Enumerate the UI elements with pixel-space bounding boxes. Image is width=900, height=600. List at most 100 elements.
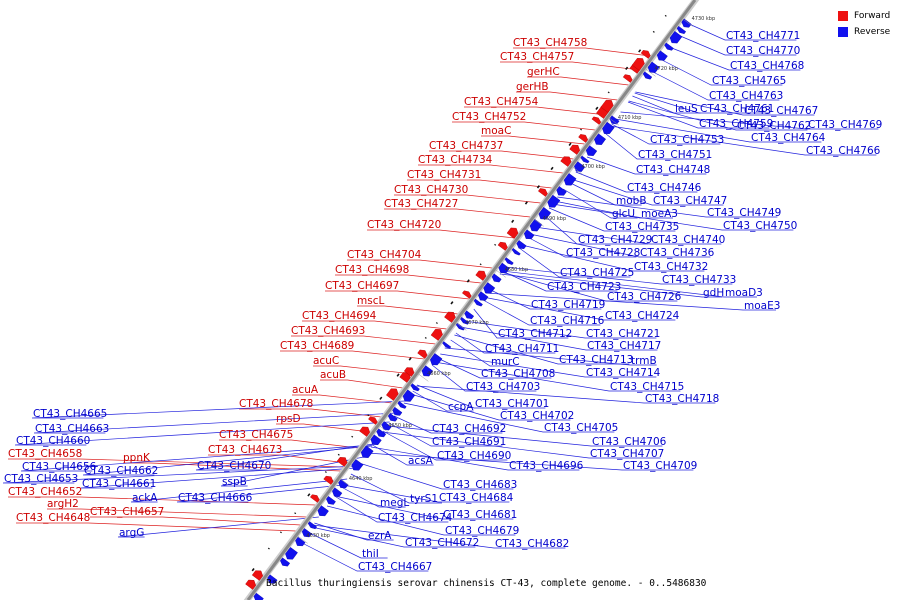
reverse-gene-label-69: CT43_CH4674 — [378, 512, 453, 524]
feature-mark-7 — [351, 435, 354, 438]
feature-mark-25 — [607, 91, 610, 94]
reverse-gene-44 — [585, 145, 598, 156]
forward-gene-1 — [245, 579, 257, 590]
forward-gene-leader-20 — [280, 350, 425, 360]
forward-gene-label-1: CT43_CH4758 — [513, 37, 587, 49]
scale-tick-4 — [454, 321, 467, 331]
forward-gene-leader-29 — [8, 458, 345, 468]
reverse-gene-17 — [387, 413, 398, 422]
reverse-gene-leader-1 — [686, 22, 797, 41]
reverse-gene-leader-16 — [586, 156, 707, 175]
scale-tick-label-1: 4640 kbp — [349, 476, 373, 482]
forward-gene-leader-3 — [527, 76, 629, 86]
forward-gene-label-28: ppnK — [123, 452, 151, 464]
reverse-gene-leader-57 — [386, 425, 663, 447]
reverse-gene-leader-34 — [502, 270, 757, 298]
scale-tick-6 — [532, 217, 544, 227]
reverse-gene-19 — [397, 401, 407, 409]
scale-tick-label-7: 4700 kbp — [581, 164, 605, 170]
reverse-gene-label-41: CT43_CH4721 — [586, 328, 660, 340]
feature-mark-23 — [580, 128, 583, 131]
reverse-gene-label-42: CT43_CH4711 — [485, 343, 559, 355]
reverse-gene-40 — [556, 186, 567, 196]
forward-gene-label-14: CT43_CH4704 — [347, 249, 422, 261]
reverse-gene-8 — [317, 505, 329, 517]
reverse-gene-25 — [455, 322, 465, 331]
forward-gene-label-11: CT43_CH4730 — [394, 184, 468, 196]
reverse-gene-47 — [609, 115, 620, 125]
reverse-gene-label-62: acsA — [408, 455, 434, 467]
reverse-gene-label-20: glcU — [612, 208, 635, 220]
reverse-gene-leader-80 — [82, 445, 372, 476]
forward-gene-3 — [310, 494, 320, 503]
reverse-gene-label-22: CT43_CH4749 — [707, 207, 781, 219]
reverse-gene-leader-31 — [505, 266, 733, 285]
forward-gene-label-21: acuC — [313, 355, 339, 367]
reverse-gene-15 — [376, 428, 387, 438]
reverse-gene-label-72: CT43_CH4672 — [405, 537, 479, 549]
forward-gene-20 — [569, 144, 581, 155]
reverse-gene-41 — [563, 173, 577, 186]
reverse-gene-leader-9 — [627, 101, 770, 129]
reverse-gene-leader-33 — [499, 273, 723, 298]
reverse-gene-label-37: CT43_CH4719 — [531, 299, 605, 311]
forward-gene-label-24: CT43_CH4678 — [239, 398, 313, 410]
reverse-gene-13 — [360, 445, 374, 458]
forward-gene-leader-31 — [47, 508, 307, 518]
reverse-gene-label-25: CT43_CH4729 — [578, 234, 652, 246]
legend-item-reverse: Reverse — [838, 24, 890, 40]
reverse-gene-label-67: megL — [380, 497, 409, 509]
reverse-gene-leader-76 — [31, 400, 406, 419]
feature-mark-28 — [652, 30, 655, 33]
reverse-gene-34 — [511, 248, 521, 256]
reverse-gene-label-28: CT43_CH4736 — [640, 247, 715, 259]
reverse-gene-leader-60 — [382, 430, 508, 461]
reverse-gene-label-43: CT43_CH4717 — [587, 340, 661, 352]
reverse-gene-49 — [647, 61, 660, 73]
reverse-gene-label-36: moaE3 — [744, 300, 780, 312]
reverse-gene-16 — [381, 421, 392, 431]
reverse-gene-53 — [676, 25, 687, 35]
reverse-gene-leader-58 — [388, 422, 503, 447]
reverse-gene-leader-4 — [659, 58, 783, 86]
reverse-gene-label-12: CT43_CH4753 — [650, 134, 724, 146]
reverse-gene-leader-74 — [307, 531, 388, 559]
reverse-gene-28 — [473, 298, 483, 307]
reverse-gene-label-77: CT43_CH4663 — [35, 423, 109, 435]
forward-gene-17 — [506, 227, 519, 239]
scale-tick-9 — [644, 67, 656, 77]
reverse-gene-51 — [664, 42, 674, 51]
reverse-gene-39 — [547, 194, 561, 208]
reverse-gene-leader-68 — [334, 495, 514, 520]
reverse-gene-leader-55 — [403, 402, 615, 433]
forward-gene-leader-10 — [407, 179, 552, 189]
reverse-gene-leader-70 — [326, 505, 516, 536]
reverse-gene-leader-36 — [485, 292, 776, 311]
reverse-gene-52 — [669, 31, 683, 44]
reverse-gene-label-64: CT43_CH4683 — [443, 479, 517, 491]
reverse-gene-label-24: CT43_CH4750 — [723, 220, 797, 232]
reverse-gene-48 — [642, 71, 653, 80]
feature-mark-22 — [568, 142, 572, 146]
forward-gene-15 — [475, 270, 487, 281]
reverse-gene-leader-3 — [668, 46, 801, 71]
reverse-gene-leader-42 — [455, 332, 556, 354]
feature-mark-16 — [479, 263, 482, 266]
reverse-gene-10 — [332, 487, 343, 497]
forward-gene-label-16: CT43_CH4697 — [325, 280, 399, 292]
reverse-gene-leader-20 — [563, 188, 638, 219]
reverse-gene-label-54: CT43_CH4702 — [500, 410, 574, 422]
reverse-gene-label-9: CT43_CH4759 — [699, 118, 773, 130]
reverse-gene-leader-11 — [620, 111, 879, 130]
reverse-gene-45 — [594, 133, 606, 145]
reverse-gene-leader-49 — [431, 364, 537, 392]
reverse-gene-35 — [516, 240, 527, 250]
forward-gene-leader-33 — [16, 522, 297, 532]
forward-gene-label-30: CT43_CH4652 — [8, 486, 82, 498]
reverse-gene-label-33: gdH — [703, 287, 724, 299]
reverse-gene-label-47: CT43_CH4708 — [481, 368, 555, 380]
forward-gene-22 — [591, 116, 602, 125]
forward-gene-13 — [444, 311, 456, 323]
legend-swatch-reverse — [838, 27, 848, 37]
